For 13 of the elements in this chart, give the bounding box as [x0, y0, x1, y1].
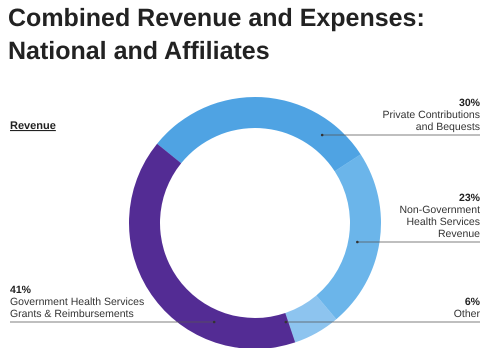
data-label: 6%	[464, 296, 481, 308]
donut-slice	[157, 97, 361, 172]
text: Revenue	[10, 120, 56, 132]
donut-slice	[316, 154, 381, 320]
slice-label: Government Health Services Grants & Reimbursements	[10, 296, 144, 320]
chart-title: Combined Revenue and Expenses: National and Affiliates	[8, 4, 425, 65]
data-label: 30%	[458, 97, 481, 109]
slice-label: Other	[454, 308, 480, 320]
data-label: 41%	[10, 284, 32, 296]
data-label: 23%	[458, 192, 481, 204]
slice-label: Non-Government Health Services Revenue	[399, 204, 480, 240]
donut-slice	[285, 296, 336, 342]
slice-label: Private Contributions and Bequests	[382, 109, 480, 133]
